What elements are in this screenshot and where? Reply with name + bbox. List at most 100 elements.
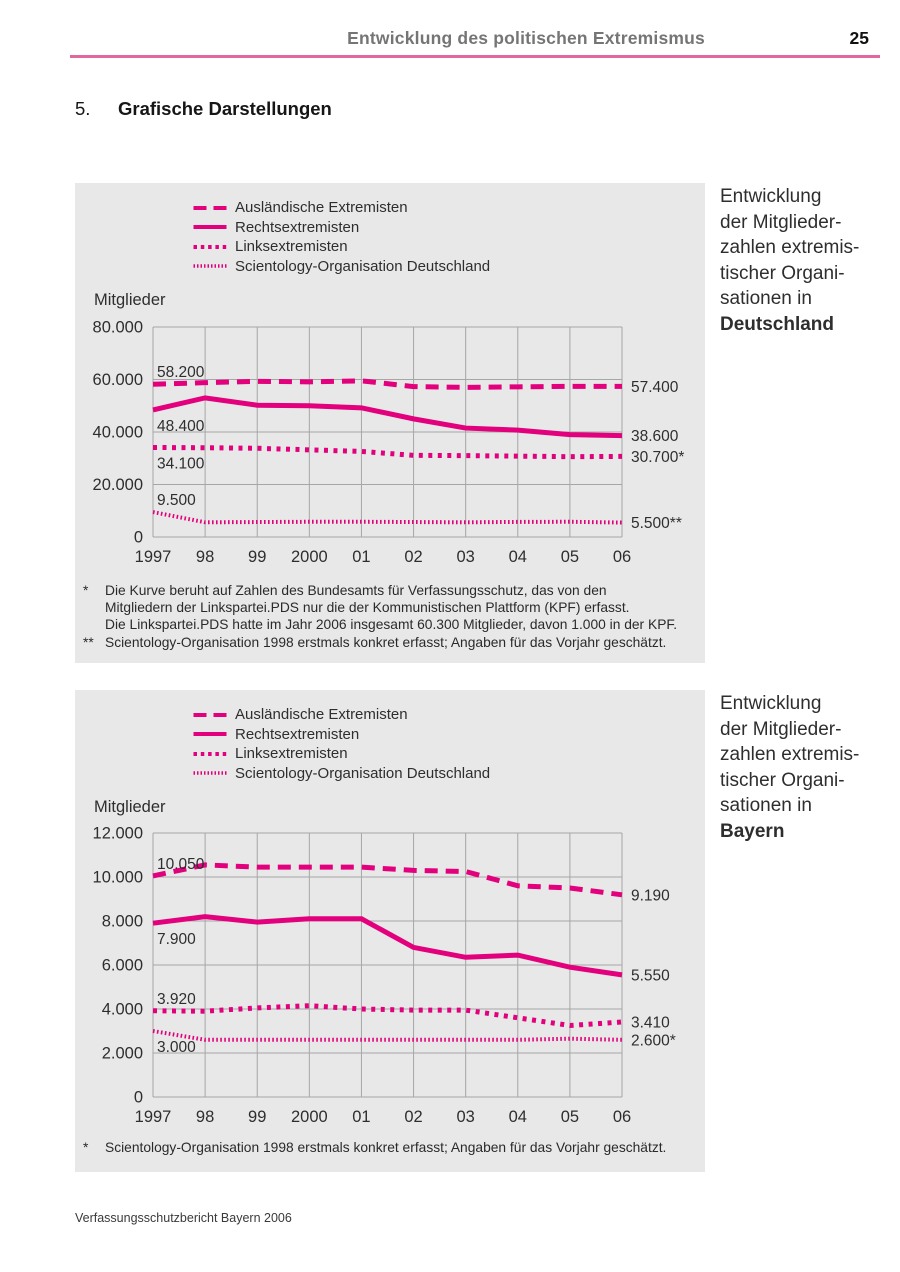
caption-line: zahlen extremis- xyxy=(720,744,860,765)
header-title: Entwicklung des politischen Extremismus xyxy=(347,28,705,48)
rechtsextremisten-line-sample-icon xyxy=(193,732,227,737)
chart-panel-bayern: Ausländische Extremisten Rechtsextremiste… xyxy=(75,690,705,1172)
footnote: * Scientology-Organisation 1998 erstmals … xyxy=(83,1139,701,1156)
footnote-line: Scientology-Organisation 1998 erstmals k… xyxy=(105,634,667,650)
x-tick-label: 02 xyxy=(404,548,422,566)
legend-item-rechtsextremisten: Rechtsextremisten xyxy=(193,218,490,238)
caption-line: Deutschland xyxy=(720,313,835,335)
legend-item-scientology-organisation: Scientology-Organisation Deutschland xyxy=(193,764,490,784)
footnote: ** Scientology-Organisation 1998 erstmals… xyxy=(83,634,701,651)
footnote-text: Die Kurve beruht auf Zahlen des Bundesam… xyxy=(105,582,677,634)
x-tick-label: 1997 xyxy=(135,1108,172,1126)
legend: Ausländische Extremisten Rechtsextremiste… xyxy=(193,705,490,783)
start-value-label-scientology-organisation: 9.500 xyxy=(157,492,196,509)
chart-caption-bayern: Entwicklung der Mitglieder-zahlen extremi… xyxy=(720,691,859,844)
caption-line: Entwicklung xyxy=(720,186,822,207)
legend: Ausländische Extremisten Rechtsextremiste… xyxy=(193,198,490,276)
y-tick-label: 12.000 xyxy=(93,825,143,843)
section-title: Grafische Darstellungen xyxy=(118,98,332,119)
series-line-linksextremisten xyxy=(152,444,623,460)
y-tick-label: 80.000 xyxy=(93,319,143,337)
x-tick-label: 02 xyxy=(404,1108,422,1126)
x-tick-label: 99 xyxy=(248,548,266,566)
rechtsextremisten-line-sample-icon xyxy=(193,225,227,230)
legend-item-scientology-organisation: Scientology-Organisation Deutschland xyxy=(193,257,490,277)
series-line-scientology-organisation xyxy=(152,510,623,525)
caption-line: zahlen extremis- xyxy=(720,237,860,258)
chart-panel-deutschland: Ausländische Extremisten Rechtsextremiste… xyxy=(75,183,705,663)
start-value-label-scientology-organisation: 3.000 xyxy=(157,1039,196,1056)
x-tick-label: 2000 xyxy=(291,1108,328,1126)
header-rule xyxy=(70,55,880,58)
legend-item-rechtsextremisten: Rechtsextremisten xyxy=(193,725,490,745)
page-number: 25 xyxy=(849,28,869,48)
legend-item-auslaendische-extremisten: Ausländische Extremisten xyxy=(193,705,490,725)
series-line-rechtsextremisten xyxy=(152,914,623,978)
x-tick-label: 03 xyxy=(456,1108,474,1126)
caption-line: Entwicklung xyxy=(720,693,822,714)
series-line-rechtsextremisten xyxy=(152,395,623,439)
x-tick-label: 06 xyxy=(613,1108,631,1126)
series-line-auslaendische-extremisten xyxy=(152,862,623,898)
y-tick-label: 0 xyxy=(134,1089,143,1107)
legend-label: Rechtsextremisten xyxy=(235,725,360,743)
footnote-line: Scientology-Organisation 1998 erstmals k… xyxy=(105,1140,667,1155)
footer-text: Verfassungsschutzbericht Bayern 2006 xyxy=(75,1211,292,1225)
legend-label: Ausländische Extremisten xyxy=(235,199,408,217)
footnote-marker: ** xyxy=(83,634,94,650)
chart-footnotes: * Scientology-Organisation 1998 erstmals … xyxy=(83,1139,701,1156)
y-tick-label: 40.000 xyxy=(93,424,143,442)
x-tick-label: 1997 xyxy=(135,548,172,566)
auslaendische-extremisten-line-sample-icon xyxy=(193,712,227,717)
y-tick-label: 20.000 xyxy=(93,476,143,494)
start-value-label-auslaendische-extremisten: 58.200 xyxy=(157,364,205,381)
footnote-marker: * xyxy=(83,583,89,598)
footnote-line: Die Linkspartei.PDS hatte im Jahr 2006 i… xyxy=(105,617,678,633)
chart-footnotes: * Die Kurve beruht auf Zahlen des Bundesa… xyxy=(83,582,701,651)
x-tick-label: 01 xyxy=(352,548,370,566)
caption-line: der Mitglieder- xyxy=(720,718,842,740)
footnote-line: Die Kurve beruht auf Zahlen des Bundesam… xyxy=(105,583,607,598)
caption-line: tischer Organi- xyxy=(720,769,845,791)
x-tick-label: 04 xyxy=(509,548,527,566)
footnote-line: Mitgliedern der Linkspartei.PDS nur die … xyxy=(105,600,630,616)
chart-block-bayern: Ausländische Extremisten Rechtsextremiste… xyxy=(75,690,885,1172)
footnote-marker: * xyxy=(83,1140,89,1155)
y-tick-label: 6.000 xyxy=(102,957,143,975)
x-tick-label: 06 xyxy=(613,548,631,566)
start-value-label-linksextremisten: 34.100 xyxy=(157,455,205,472)
end-value-label-scientology-organisation: 2.600* xyxy=(631,1032,676,1049)
section-number: 5. xyxy=(75,98,91,119)
x-tick-label: 05 xyxy=(561,1108,579,1126)
legend-label: Scientology-Organisation Deutschland xyxy=(235,257,491,275)
legend-item-linksextremisten: Linksextremisten xyxy=(193,237,490,257)
y-tick-label: 2.000 xyxy=(102,1045,143,1063)
start-value-label-linksextremisten: 3.920 xyxy=(157,991,196,1008)
legend-item-auslaendische-extremisten: Ausländische Extremisten xyxy=(193,198,490,218)
chart-block-deutschland: Ausländische Extremisten Rechtsextremiste… xyxy=(75,183,885,663)
caption-line: sationen in xyxy=(720,795,812,816)
x-tick-label: 03 xyxy=(456,548,474,566)
legend-label: Scientology-Organisation Deutschland xyxy=(235,764,491,782)
chart-caption-deutschland: Entwicklung der Mitglieder-zahlen extremi… xyxy=(720,184,859,337)
caption-line: tischer Organi- xyxy=(720,262,845,284)
end-value-label-rechtsextremisten: 5.550 xyxy=(631,967,670,984)
x-tick-label: 98 xyxy=(196,1108,214,1126)
y-axis-title: Mitglieder xyxy=(94,798,166,816)
footnote-text: Scientology-Organisation 1998 erstmals k… xyxy=(105,1139,666,1156)
x-tick-label: 98 xyxy=(196,548,214,566)
start-value-label-rechtsextremisten: 48.400 xyxy=(157,418,205,435)
linksextremisten-line-sample-icon xyxy=(193,244,227,249)
end-value-label-linksextremisten: 30.700* xyxy=(631,449,684,466)
x-tick-label: 04 xyxy=(509,1108,527,1126)
x-tick-label: 2000 xyxy=(291,548,328,566)
x-tick-label: 01 xyxy=(352,1108,370,1126)
series-line-scientology-organisation xyxy=(152,1029,623,1042)
y-tick-label: 0 xyxy=(134,529,143,547)
start-value-label-auslaendische-extremisten: 10.050 xyxy=(157,856,205,873)
caption-line: Bayern xyxy=(720,820,785,842)
y-tick-label: 8.000 xyxy=(102,913,143,931)
end-value-label-auslaendische-extremisten: 9.190 xyxy=(631,887,670,904)
linksextremisten-line-sample-icon xyxy=(193,751,227,756)
